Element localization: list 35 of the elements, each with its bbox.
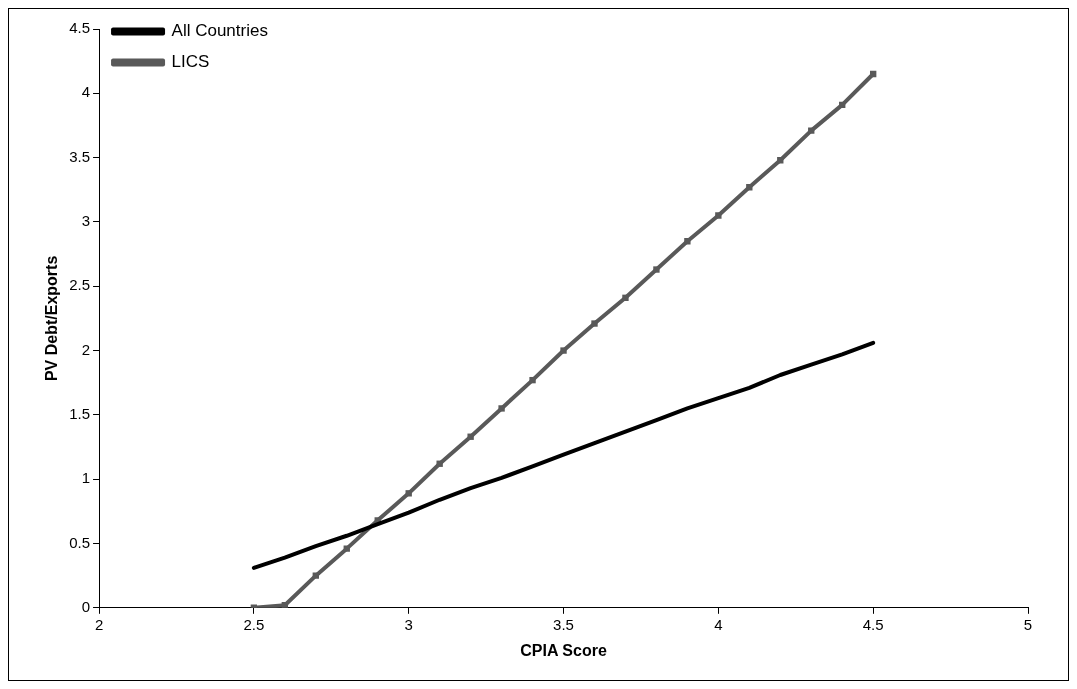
point [343, 545, 350, 552]
x-tick-label: 5 [1023, 615, 1033, 633]
x-axis-title: CPIA Score [520, 641, 607, 659]
point [436, 460, 443, 467]
y-tick-label: 0 [81, 597, 91, 615]
y-tick-label: 1.5 [69, 405, 91, 423]
y-tick-label: 4 [81, 83, 91, 101]
y-axis-title: PV Debt/Exports [43, 255, 61, 382]
y-tick-label: 2 [81, 340, 91, 358]
point [560, 347, 567, 354]
x-tick-label: 3 [404, 615, 413, 633]
x-tick-label: 4 [714, 615, 723, 633]
point [498, 405, 505, 412]
point [653, 266, 660, 273]
legend-label: LICS [171, 52, 210, 72]
x-tick-label: 2 [94, 615, 104, 633]
x-tick-label: 3.5 [553, 615, 574, 633]
y-tick-label: 2.5 [69, 276, 91, 294]
x-tick-label: 4.5 [862, 615, 884, 633]
point [467, 433, 474, 440]
point [684, 238, 691, 245]
point [715, 212, 722, 219]
point [405, 490, 412, 497]
point [312, 572, 319, 579]
y-tick-label: 0.5 [69, 533, 91, 551]
y-tick-label: 3.5 [69, 147, 91, 165]
y-tick-label: 4.5 [69, 19, 91, 37]
y-tick-label: 1 [81, 469, 91, 487]
point [808, 127, 815, 134]
point [529, 376, 536, 384]
point [622, 294, 629, 301]
y-tick-label: 3 [81, 212, 91, 230]
x-tick-label: 2.5 [243, 615, 265, 633]
point [591, 320, 598, 327]
legend-label: All Countries [171, 21, 268, 41]
